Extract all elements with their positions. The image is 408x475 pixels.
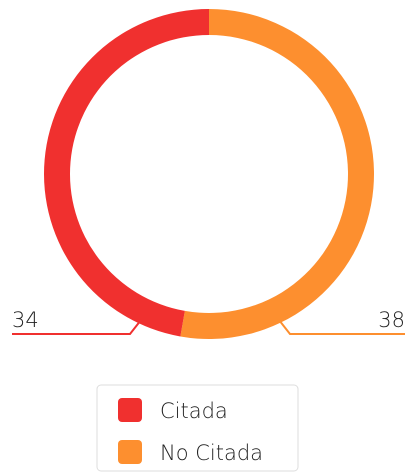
legend-label: No Citada <box>160 441 263 465</box>
slice <box>44 8 210 337</box>
leader-line <box>278 319 405 335</box>
legend-swatch <box>118 440 142 464</box>
slice <box>180 9 375 339</box>
slices <box>44 8 375 339</box>
leader-line <box>12 319 142 335</box>
legend-label: Citada <box>160 399 228 423</box>
data-label: 38 <box>378 308 405 332</box>
legend-swatch <box>118 398 142 422</box>
legend-box <box>96 384 299 472</box>
data-label: 34 <box>12 308 39 332</box>
